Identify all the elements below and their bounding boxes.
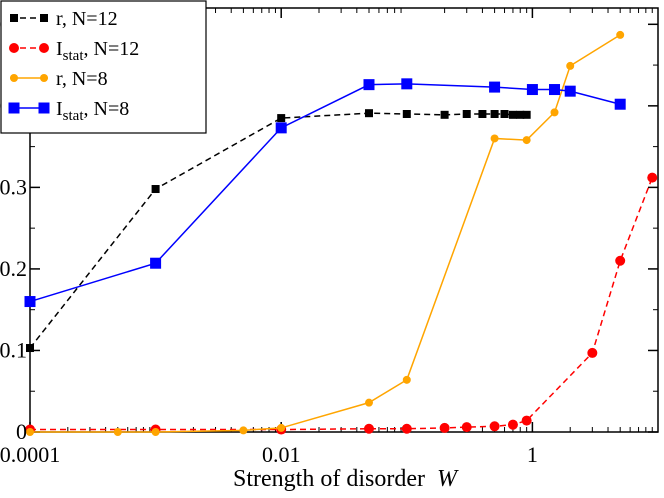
data-point-r-n-8 xyxy=(239,426,248,435)
series-line-i-stat-n-8 xyxy=(29,83,621,303)
data-point-r-n-8 xyxy=(113,428,122,436)
data-point-r-n-8 xyxy=(277,423,286,432)
data-point-r-n-12 xyxy=(151,185,160,194)
y-tick-label: 0 xyxy=(16,419,27,444)
legend-marker xyxy=(38,102,50,114)
data-point-i-stat-n-8 xyxy=(150,257,162,269)
x-axis-title-variable: W xyxy=(437,466,459,492)
series-layer xyxy=(24,30,658,436)
data-point-r-n-12 xyxy=(26,344,34,353)
data-point-r-n-12 xyxy=(500,110,509,118)
data-point-i-stat-n-12 xyxy=(647,172,658,183)
legend-box xyxy=(0,0,207,134)
series-r-n-12 xyxy=(26,109,531,353)
x-tick-label: 0.01 xyxy=(262,442,301,467)
data-point-r-n-8 xyxy=(550,108,559,117)
data-point-r-n-8 xyxy=(364,398,373,407)
series-line-r-n-8 xyxy=(30,34,621,433)
series-r-n-8 xyxy=(26,30,625,436)
legend-marker xyxy=(8,102,20,114)
legend-entry-i-stat-n-12: Istat, N=12 xyxy=(9,38,139,64)
legend-label-main: I xyxy=(56,98,63,120)
data-point-i-stat-n-8 xyxy=(24,296,36,308)
data-point-i-stat-n-12 xyxy=(439,422,450,433)
plot-frame xyxy=(29,7,659,433)
data-point-i-stat-n-8 xyxy=(526,84,538,96)
data-point-i-stat-n-12 xyxy=(507,419,518,430)
legend-label-sub: stat xyxy=(63,48,85,64)
legend-marker xyxy=(10,14,18,22)
data-point-r-n-12 xyxy=(364,109,373,118)
data-point-r-n-8 xyxy=(402,375,411,384)
data-point-i-stat-n-8 xyxy=(614,98,626,110)
x-tick-label: 0.0001 xyxy=(0,442,60,467)
data-point-r-n-8 xyxy=(616,30,625,39)
legend-entry-r-n-8: r, N=8 xyxy=(10,68,108,90)
series-line-r-n-12 xyxy=(29,112,527,349)
data-point-i-stat-n-12 xyxy=(363,423,374,434)
data-point-r-n-8 xyxy=(151,428,160,436)
data-point-r-n-8 xyxy=(566,61,575,70)
data-point-i-stat-n-8 xyxy=(275,122,287,134)
legend-label: Istat, N=12 xyxy=(56,38,139,64)
series-i-stat-n-12 xyxy=(25,172,658,435)
data-point-i-stat-n-8 xyxy=(363,79,375,91)
legend-entry-r-n-12: r, N=12 xyxy=(10,8,118,30)
legend-marker xyxy=(40,74,48,82)
x-axis-title-text: Strength of disorder xyxy=(233,466,425,492)
data-point-i-stat-n-12 xyxy=(461,422,472,433)
data-point-r-n-12 xyxy=(478,110,487,118)
series-line-i-stat-n-12 xyxy=(30,177,653,431)
data-point-r-n-8 xyxy=(490,134,499,143)
data-point-i-stat-n-8 xyxy=(564,85,576,97)
legend-entry-i-stat-n-8: Istat, N=8 xyxy=(8,98,129,124)
data-point-r-n-12 xyxy=(516,110,525,119)
data-point-i-stat-n-8 xyxy=(401,78,413,90)
legend-marker xyxy=(39,43,49,53)
legend-marker xyxy=(9,43,19,53)
legend-label-main: I xyxy=(56,38,63,60)
data-point-i-stat-n-12 xyxy=(401,423,412,434)
data-point-i-stat-n-12 xyxy=(521,415,532,426)
data-point-r-n-12 xyxy=(402,110,411,118)
legend-label-rest: , N=12 xyxy=(84,38,140,60)
data-point-i-stat-n-8 xyxy=(549,84,561,96)
data-point-i-stat-n-12 xyxy=(489,421,500,432)
y-tick-label: 0.1 xyxy=(0,337,27,362)
legend-label: r, N=12 xyxy=(56,8,118,30)
legend-label-main: r, N=12 xyxy=(56,8,118,30)
series-i-stat-n-8 xyxy=(24,78,626,308)
x-tick-label: 1 xyxy=(527,442,538,467)
legend-label-main: r, N=8 xyxy=(56,68,108,90)
data-point-r-n-8 xyxy=(26,428,34,436)
legend-label: r, N=8 xyxy=(56,68,108,90)
x-axis-title: Strength of disorder W xyxy=(233,466,459,492)
data-point-r-n-12 xyxy=(490,110,499,118)
y-tick-label: 0.3 xyxy=(0,174,27,199)
legend-label-rest: , N=8 xyxy=(84,98,130,120)
data-point-r-n-12 xyxy=(440,110,449,119)
data-point-i-stat-n-12 xyxy=(587,347,598,358)
data-point-i-stat-n-8 xyxy=(489,81,501,93)
legend-label: Istat, N=8 xyxy=(56,98,129,124)
data-point-r-n-12 xyxy=(522,110,531,119)
data-point-r-n-12 xyxy=(508,110,517,119)
data-point-r-n-8 xyxy=(522,136,531,145)
data-point-i-stat-n-12 xyxy=(615,255,626,266)
data-point-r-n-12 xyxy=(462,110,471,118)
legend-label-sub: stat xyxy=(63,108,85,124)
legend-marker xyxy=(40,14,48,22)
data-point-r-n-12 xyxy=(277,114,286,123)
y-tick-label: 0.2 xyxy=(0,256,27,281)
legend-marker xyxy=(10,74,18,82)
